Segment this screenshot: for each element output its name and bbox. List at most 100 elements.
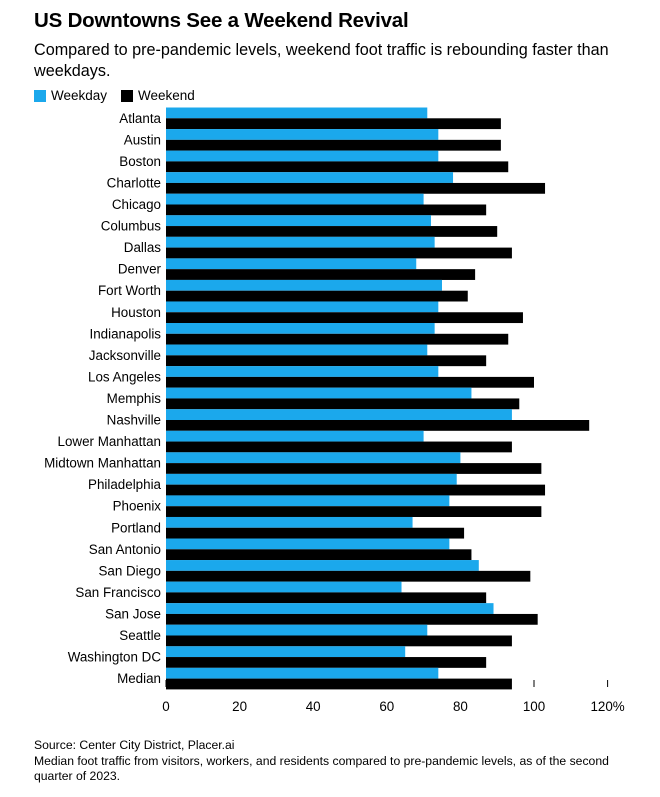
category-label-nashville: Nashville [107, 413, 161, 428]
bar-weekday-jacksonville [166, 344, 428, 356]
bar-weekday-dallas [166, 236, 435, 248]
bar-weekend-san-jose [166, 613, 538, 625]
bar-weekend-nashville [166, 420, 590, 431]
source-note: Source: Center City District, Placer.ai [34, 738, 235, 752]
category-label-san-diego: San Diego [98, 563, 161, 578]
category-label-columbus: Columbus [101, 219, 162, 234]
bar-weekday-median [166, 667, 439, 679]
bar-weekday-san-francisco [166, 581, 402, 593]
category-label-memphis: Memphis [107, 391, 162, 406]
bar-weekend-boston [166, 161, 509, 173]
bar-weekend-atlanta [166, 118, 501, 130]
bar-weekday-philadelphia [166, 473, 457, 485]
category-label-atlanta: Atlanta [119, 111, 161, 126]
category-label-lower-manhattan: Lower Manhattan [58, 434, 161, 449]
bar-weekday-midtown-manhattan [166, 452, 461, 464]
category-label-phoenix: Phoenix [113, 499, 162, 514]
bar-weekend-dallas [166, 247, 512, 259]
bar-weekend-san-antonio [166, 549, 472, 561]
bar-weekend-fort-worth [166, 290, 468, 302]
bar-weekday-memphis [166, 387, 472, 399]
bar-weekend-columbus [166, 226, 498, 237]
bar-weekend-jacksonville [166, 355, 487, 367]
x-tick-label: 40 [306, 699, 321, 714]
legend-item-weekday: Weekday [34, 88, 107, 103]
x-tick-label: 0 [162, 699, 169, 714]
bar-weekend-houston [166, 312, 523, 324]
chart-footer: Source: Center City District, Placer.ai … [34, 738, 644, 785]
footnote: Median foot traffic from visitors, worke… [34, 753, 609, 784]
bar-weekend-midtown-manhattan [166, 463, 542, 474]
x-tick-label: 120% [590, 699, 624, 714]
bar-weekday-portland [166, 516, 413, 528]
x-tick-label: 80 [453, 699, 468, 714]
category-label-boston: Boston [119, 154, 161, 169]
bar-weekend-denver [166, 269, 476, 280]
category-label-san-francisco: San Francisco [75, 585, 161, 600]
bar-weekend-los-angeles [166, 376, 534, 388]
bar-weekend-phoenix [166, 506, 542, 517]
category-label-median: Median [117, 671, 161, 686]
bar-weekday-lower-manhattan [166, 430, 424, 442]
bar-weekday-denver [166, 258, 417, 270]
legend-label-weekday: Weekday [51, 88, 108, 103]
category-label-charlotte: Charlotte [107, 175, 161, 190]
chart-title: US Downtowns See a Weekend Revival [34, 9, 409, 32]
bar-weekday-nashville [166, 409, 512, 420]
category-label-washington-dc: Washington DC [68, 650, 162, 665]
bar-weekend-austin [166, 139, 501, 151]
category-label-san-antonio: San Antonio [89, 542, 161, 557]
chart-subtitle: Compared to pre-pandemic levels, weekend… [34, 41, 609, 80]
bar-weekend-portland [166, 527, 465, 539]
legend-swatch-weekend [121, 89, 134, 102]
category-label-fort-worth: Fort Worth [98, 283, 161, 298]
category-label-indianapolis: Indianapolis [90, 326, 162, 341]
category-label-jacksonville: Jacksonville [89, 348, 161, 363]
bar-weekday-houston [166, 301, 439, 313]
category-label-seattle: Seattle [119, 628, 161, 643]
bar-weekend-seattle [166, 635, 512, 647]
bar-weekday-phoenix [166, 495, 450, 507]
bar-weekend-san-diego [166, 570, 531, 582]
bar-weekday-indianapolis [166, 323, 435, 334]
bar-weekend-charlotte [166, 182, 546, 194]
bar-weekday-fort-worth [166, 279, 442, 291]
legend-item-weekend: Weekend [121, 88, 195, 103]
category-label-portland: Portland [111, 520, 161, 535]
legend: Weekday Weekend [34, 88, 209, 103]
bar-weekday-columbus [166, 215, 431, 227]
bar-weekend-memphis [166, 398, 520, 410]
category-label-chicago: Chicago [112, 197, 161, 212]
bar-weekend-median [166, 678, 512, 690]
legend-swatch-weekday [34, 89, 46, 102]
bar-weekday-atlanta [166, 107, 428, 119]
bar-weekend-lower-manhattan [166, 441, 512, 453]
bar-weekday-san-antonio [166, 538, 450, 550]
bar-weekday-chicago [166, 193, 424, 205]
category-label-dallas: Dallas [124, 240, 162, 255]
bar-weekday-charlotte [166, 172, 454, 183]
bar-weekend-chicago [166, 204, 487, 216]
bar-weekday-san-jose [166, 603, 494, 614]
category-label-austin: Austin [124, 132, 161, 147]
category-label-midtown-manhattan: Midtown Manhattan [44, 456, 161, 471]
bar-weekday-seattle [166, 624, 428, 636]
legend-label-weekend: Weekend [138, 88, 195, 103]
bar-weekday-boston [166, 150, 439, 162]
bar-weekend-indianapolis [166, 333, 509, 345]
bar-weekday-austin [166, 129, 439, 140]
category-label-los-angeles: Los Angeles [88, 369, 161, 384]
bar-weekend-san-francisco [166, 592, 487, 604]
bar-chart: Atlanta Austin Boston Charlotte Chicago Colum… [44, 107, 625, 714]
bar-weekday-los-angeles [166, 366, 439, 377]
category-label-san-jose: San Jose [105, 606, 161, 621]
x-tick-label: 20 [232, 699, 247, 714]
bar-weekend-philadelphia [166, 484, 546, 496]
x-tick-label: 100 [523, 699, 545, 714]
bar-weekend-washington-dc [166, 657, 487, 668]
category-label-denver: Denver [118, 262, 162, 277]
category-label-philadelphia: Philadelphia [88, 477, 162, 492]
bar-weekday-washington-dc [166, 646, 406, 658]
category-label-houston: Houston [111, 305, 161, 320]
x-tick-label: 60 [379, 699, 394, 714]
